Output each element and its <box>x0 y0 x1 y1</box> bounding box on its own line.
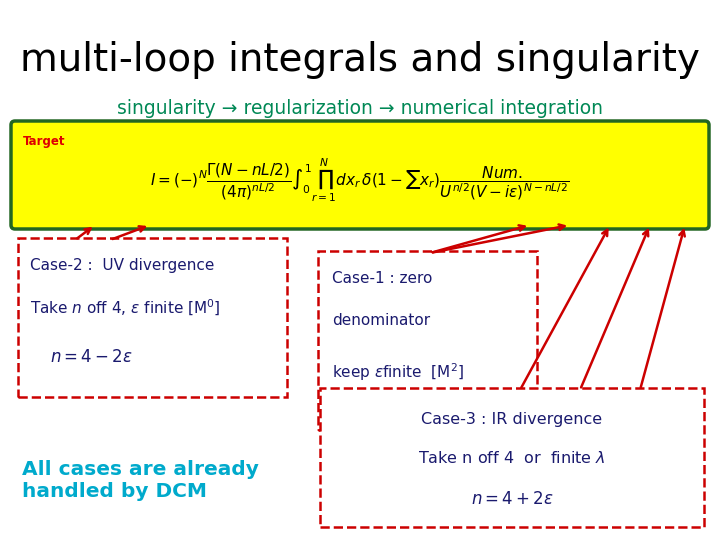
Text: Case-2 :  UV divergence: Case-2 : UV divergence <box>30 258 215 273</box>
Text: denominator: denominator <box>332 313 430 328</box>
Text: multi-loop integrals and singularity: multi-loop integrals and singularity <box>20 41 700 79</box>
FancyBboxPatch shape <box>320 388 704 527</box>
FancyBboxPatch shape <box>11 121 709 229</box>
Text: keep $\varepsilon$finite  [M$^2$]: keep $\varepsilon$finite [M$^2$] <box>332 361 464 383</box>
FancyBboxPatch shape <box>18 238 287 397</box>
Text: $I = (-)^N \dfrac{\Gamma(N - nL/2)}{(4\pi)^{nL/2}}\int_0^1 \prod_{r=1}^{N} dx_r\: $I = (-)^N \dfrac{\Gamma(N - nL/2)}{(4\p… <box>150 156 570 204</box>
Text: $n = 4 - 2\varepsilon$: $n = 4 - 2\varepsilon$ <box>50 348 133 366</box>
Text: Take $n$ off 4, $\varepsilon$ finite [M$^0$]: Take $n$ off 4, $\varepsilon$ finite [M$… <box>30 298 220 318</box>
Text: Target: Target <box>23 135 66 148</box>
Text: Take n off 4  or  finite $\lambda$: Take n off 4 or finite $\lambda$ <box>418 450 606 466</box>
Text: $n = 4 + 2\varepsilon$: $n = 4 + 2\varepsilon$ <box>471 490 554 508</box>
Text: singularity → regularization → numerical integration: singularity → regularization → numerical… <box>117 98 603 118</box>
Text: All cases are already
handled by DCM: All cases are already handled by DCM <box>22 460 259 501</box>
Text: Case-3 : IR divergence: Case-3 : IR divergence <box>421 412 603 427</box>
FancyBboxPatch shape <box>318 251 537 430</box>
Text: Case-1 : zero: Case-1 : zero <box>332 271 433 286</box>
